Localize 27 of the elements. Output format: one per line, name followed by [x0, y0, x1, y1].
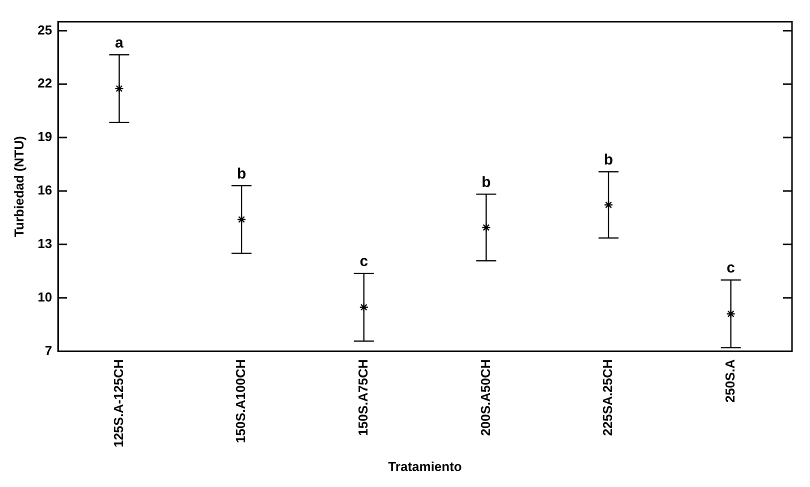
point	[114, 84, 124, 94]
y-tick-label: 10	[38, 289, 52, 304]
x-tick-label: 125S.A-125CH	[110, 359, 126, 448]
x-tick-label: 250S.A	[722, 358, 738, 403]
point	[726, 309, 736, 318]
point	[359, 302, 368, 312]
annotation: b	[604, 151, 614, 168]
point	[604, 200, 614, 210]
y-tick-label: 13	[38, 236, 52, 251]
y-tick-label: 7	[44, 342, 52, 358]
y-axis-title: Turbiedad (NTU)	[11, 136, 26, 237]
annotation: c	[360, 253, 368, 270]
x-tick-label: 150S.A100CH	[233, 359, 248, 444]
x-axis-title: Tratamiento	[388, 458, 462, 474]
x-tick-label: 225SA.25CH	[600, 359, 616, 436]
annotation: a	[115, 34, 124, 52]
y-tick-label: 22	[38, 76, 52, 91]
y-tick-label: 16	[38, 182, 52, 198]
x-tick-label: 150S.A75CH	[355, 359, 370, 436]
annotation: c	[726, 260, 736, 277]
point	[482, 222, 491, 232]
y-tick-label: 19	[38, 129, 52, 144]
x-tick-label: 200S.A50CH	[478, 359, 493, 436]
y-tick-label: 25	[38, 22, 52, 38]
point	[236, 214, 246, 224]
annotation: b	[482, 174, 491, 191]
annotation: b	[236, 165, 246, 182]
